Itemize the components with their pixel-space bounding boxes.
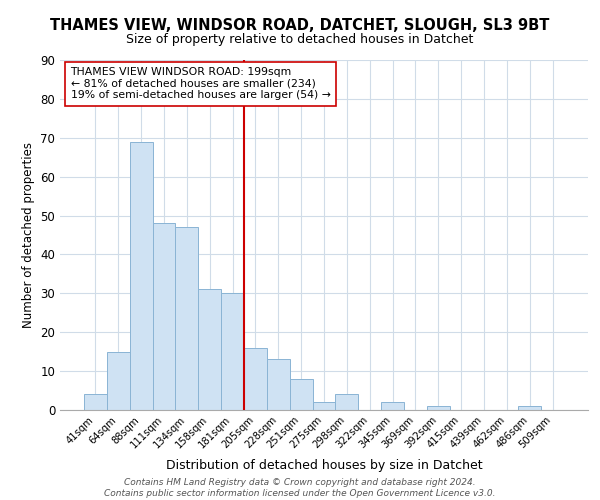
Bar (198, 290, 221, 410)
Bar (221, 294, 244, 410)
Bar (381, 402, 404, 410)
Bar (152, 224, 175, 410)
Bar (313, 402, 335, 410)
Bar (267, 360, 290, 410)
Text: THAMES VIEW, WINDSOR ROAD, DATCHET, SLOUGH, SL3 9BT: THAMES VIEW, WINDSOR ROAD, DATCHET, SLOU… (50, 18, 550, 32)
X-axis label: Distribution of detached houses by size in Datchet: Distribution of detached houses by size … (166, 459, 482, 472)
Text: Size of property relative to detached houses in Datchet: Size of property relative to detached ho… (127, 32, 473, 46)
Bar (175, 227, 198, 410)
Text: THAMES VIEW WINDSOR ROAD: 199sqm
← 81% of detached houses are smaller (234)
19% : THAMES VIEW WINDSOR ROAD: 199sqm ← 81% o… (71, 67, 331, 100)
Bar (84, 394, 107, 410)
Bar (244, 348, 267, 410)
Bar (130, 142, 152, 410)
Text: Contains HM Land Registry data © Crown copyright and database right 2024.
Contai: Contains HM Land Registry data © Crown c… (104, 478, 496, 498)
Bar (518, 406, 541, 410)
Bar (335, 394, 358, 410)
Bar (107, 352, 130, 410)
Bar (427, 406, 450, 410)
Bar (290, 379, 313, 410)
Y-axis label: Number of detached properties: Number of detached properties (22, 142, 35, 328)
